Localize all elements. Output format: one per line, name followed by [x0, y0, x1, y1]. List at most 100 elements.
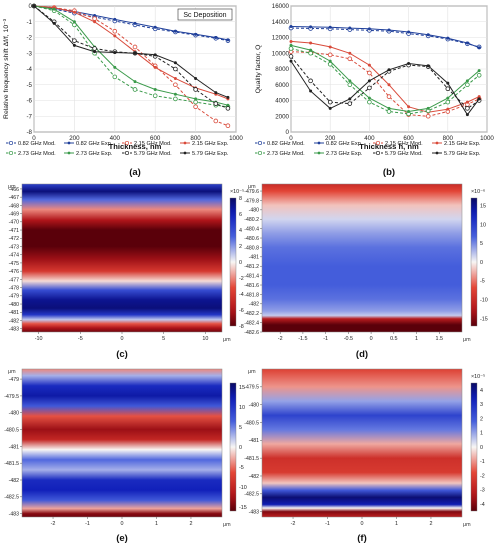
y-tick-label: -480.6 — [244, 236, 259, 242]
colorbar-tick-label: -15 — [480, 316, 488, 322]
field-map — [261, 183, 463, 333]
data-point — [153, 25, 157, 29]
y-tick-label: -479.6 — [244, 189, 259, 195]
y-unit-label: μm — [8, 184, 16, 190]
y-tick-label: -481.5 — [4, 461, 19, 467]
y-tick-label: -467 — [9, 195, 19, 201]
colorbar-tick-label: 2 — [480, 416, 483, 422]
data-point — [347, 101, 353, 106]
data-point — [445, 99, 451, 105]
data-point — [477, 46, 481, 50]
colorbar-tick-label: 10 — [239, 405, 245, 411]
x-unit-label: μm — [463, 522, 471, 528]
y-tick-label: -469 — [9, 212, 19, 218]
data-point — [288, 46, 294, 51]
data-point — [194, 97, 198, 101]
y-tick-label: -5 — [26, 82, 32, 89]
data-point — [465, 106, 470, 111]
data-point — [348, 79, 352, 83]
y-tick-label: -479.5 — [244, 385, 259, 391]
data-point — [173, 61, 177, 65]
data-point — [465, 113, 469, 117]
legend-marker — [257, 140, 263, 146]
x-tick-label: 2 — [189, 521, 192, 527]
colorbar-tick-label: 5 — [480, 241, 483, 247]
y-axis-label: Relative frequency shift Δf/f, 10⁻³ — [3, 18, 10, 119]
colorbar-tick-label: 0 — [480, 445, 483, 451]
data-point — [52, 21, 56, 25]
y-tick-label: 0 — [286, 129, 290, 136]
legend-marker — [375, 140, 381, 146]
data-point — [194, 32, 198, 36]
data-point — [93, 20, 97, 24]
data-point — [173, 66, 178, 72]
data-point — [308, 78, 313, 84]
field-map — [261, 368, 463, 518]
data-point — [328, 25, 332, 29]
y-tick-label: -466 — [9, 187, 19, 193]
data-point — [173, 82, 178, 88]
heatmap-panel-3: μmμm-479.6-479.8-480-480.2-480.4-480.6-4… — [244, 183, 488, 360]
y-tick-label: -475 — [9, 261, 19, 267]
colorbar-exponent: ×10⁻⁵ — [230, 189, 244, 195]
y-tick-label: -481 — [9, 310, 19, 316]
colorbar — [470, 197, 478, 327]
data-point — [387, 28, 391, 32]
y-tick-label: -470 — [9, 220, 19, 226]
legend-marker — [8, 150, 14, 156]
y-tick-label: -482.5 — [244, 492, 259, 498]
data-point — [386, 109, 392, 114]
x-tick-label: -2 — [291, 521, 296, 527]
series-2-73-ghz-exp- — [289, 43, 481, 114]
data-point — [113, 17, 117, 21]
series-2-73-ghz-mod- — [288, 46, 482, 117]
data-point — [426, 106, 430, 110]
y-tick-label: 14000 — [272, 19, 290, 26]
y-tick-label: -481.6 — [244, 283, 259, 289]
y-tick-label: -481.5 — [244, 456, 259, 462]
y-tick-label: -8 — [26, 129, 32, 136]
data-point — [387, 68, 391, 72]
data-point — [465, 82, 470, 88]
data-point — [72, 20, 76, 24]
data-point — [113, 50, 117, 54]
data-point — [133, 21, 137, 25]
colorbar-tick-label: -5 — [239, 465, 244, 471]
x-tick-label: 1000 — [229, 135, 243, 142]
legend-marker — [124, 140, 130, 146]
data-point — [348, 97, 352, 101]
x-tick-label: 1.5 — [436, 336, 444, 342]
data-point — [407, 105, 411, 109]
x-axis-label: Thickness h, nm — [359, 142, 419, 151]
data-point — [113, 65, 117, 69]
data-point — [465, 41, 469, 45]
data-point — [194, 76, 198, 80]
colorbar-tick-label: 0 — [239, 445, 242, 451]
y-tick-label: -480 — [249, 403, 259, 409]
y-tick-label: -472 — [9, 236, 19, 242]
x-tick-label: 5 — [162, 336, 165, 342]
legend-label: 2.15 GHz Exp. — [192, 141, 229, 147]
x-tick-label: 200 — [325, 135, 336, 142]
field-map — [21, 183, 223, 333]
x-tick-label: -1 — [85, 521, 90, 527]
data-point — [445, 86, 451, 91]
legend-label: 5.79 GHz Mod. — [134, 151, 172, 157]
data-point — [72, 43, 76, 47]
y-tick-label: 12000 — [272, 35, 290, 42]
heatmap-panel-5: μm μm -479.5 -480 -480.5 -481 -481.5 -482 -482.5… — [244, 368, 485, 544]
y-tick-label: -482.4 — [244, 321, 259, 327]
y-tick-label: -481.2 — [244, 264, 259, 270]
colorbar-tick-label: -3 — [480, 488, 485, 494]
data-point — [193, 87, 198, 92]
y-tick-label: -481 — [249, 255, 259, 261]
colorbar-tick-label: -2 — [480, 473, 485, 479]
colorbar-tick-label: 4 — [480, 388, 483, 394]
legend-label: 2.15 GHz Mod. — [134, 141, 172, 147]
y-tick-label: -1 — [26, 19, 32, 26]
y-tick-label: -481.4 — [244, 274, 259, 280]
data-point — [226, 103, 230, 107]
x-tick-label: -10 — [35, 336, 43, 342]
panel-label: (d) — [356, 349, 368, 360]
data-point — [289, 43, 293, 47]
